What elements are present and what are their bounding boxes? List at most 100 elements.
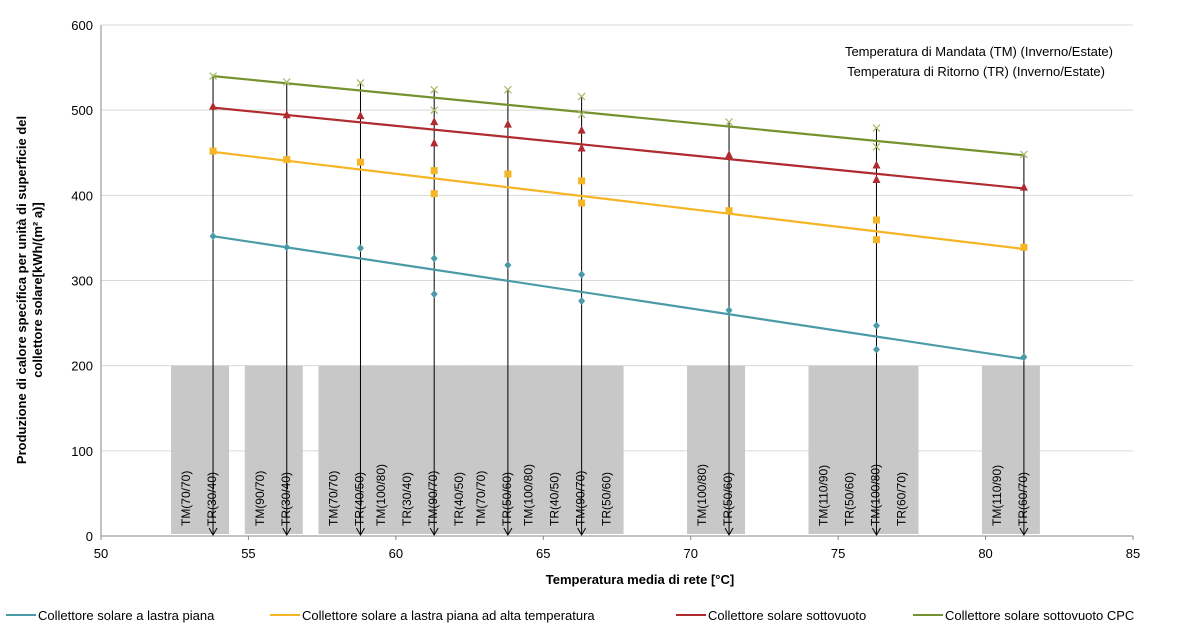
condition-label-text: TR(30/40) (400, 472, 414, 526)
data-point (283, 243, 291, 252)
condition-arrow-head (577, 527, 587, 537)
x-tick-label: 75 (831, 546, 845, 561)
data-point (430, 85, 439, 94)
condition-label-box (366, 365, 477, 534)
data-point (282, 110, 291, 119)
data-point (430, 190, 438, 198)
condition-arrow-head (1019, 527, 1029, 537)
data-point (430, 290, 438, 299)
condition-label-box (808, 365, 919, 534)
condition-label-box (171, 365, 230, 534)
data-point (872, 216, 880, 224)
condition-arrow-head (356, 527, 365, 537)
condition-label-box (981, 365, 1040, 534)
data-point (503, 85, 512, 94)
condition-label-text: TR(50/60) (842, 472, 856, 526)
condition-arrow-head (282, 527, 292, 537)
data-point (725, 207, 733, 215)
data-point (430, 167, 438, 175)
condition-label-box (244, 365, 303, 534)
trend-lines (212, 75, 1025, 360)
x-tick-label: 65 (536, 546, 550, 561)
data-point (872, 236, 880, 244)
data-point (1020, 243, 1028, 251)
y-tick-label: 200 (71, 359, 93, 374)
condition-label-text: TM(90/70) (253, 471, 267, 526)
condition-label-boxes: TM(70/70) TR(30/40) TM(90/70) TR(30/40) TM(7… (171, 365, 1040, 534)
x-tick-label: 70 (683, 546, 697, 561)
annotation-tm: Temperatura di Mandata (TM) (Inverno/Est… (845, 44, 1113, 59)
legend-label: Collettore solare sottovuoto (708, 608, 866, 623)
condition-arrow-head (724, 527, 734, 537)
data-point (356, 78, 365, 87)
y-tick-label: 600 (71, 18, 93, 33)
data-point (430, 106, 439, 115)
data-point (725, 306, 733, 315)
data-point (283, 156, 291, 164)
data-point (578, 199, 586, 207)
data-point (872, 124, 881, 132)
data-point (430, 117, 439, 126)
x-tick-label: 60 (389, 546, 403, 561)
y-axis-title-line: collettore solare[kWh/(m² a)] (30, 202, 45, 378)
condition-arrow-head (208, 527, 218, 537)
data-point (577, 143, 586, 152)
data-point (209, 232, 217, 241)
condition-label-text: TR(40/50) (352, 472, 366, 526)
data-point (1020, 353, 1028, 362)
x-axis-title: Temperatura media di rete [°C] (546, 572, 734, 587)
condition-label-text: TR(50/60) (721, 472, 735, 526)
legend-label: Collettore solare a lastra piana ad alta… (302, 608, 595, 623)
condition-label-text: TM(70/70) (326, 471, 340, 526)
condition-label-text: TM(100/80) (522, 464, 536, 526)
data-points (209, 72, 1028, 362)
trend-line (212, 106, 1025, 190)
tick-labels: 0 100 200 300 400 500 600 50 55 60 65 70 75 80 85 (71, 18, 1140, 561)
y-tick-label: 500 (71, 103, 93, 118)
condition-label-text: TR(50/60) (500, 472, 514, 526)
data-point (1019, 182, 1028, 191)
condition-label-text: TR(50/60) (600, 472, 614, 526)
data-point (430, 254, 438, 263)
y-axis-title-line: Produzione di calore specifica per unità… (14, 116, 29, 464)
condition-label-text: TR(40/50) (548, 472, 562, 526)
x-tick-label: 50 (94, 546, 108, 561)
data-point (430, 138, 439, 147)
axes (100, 25, 1133, 537)
data-point (872, 160, 881, 169)
y-axis-title: Produzione di calore specifica per unità… (14, 116, 45, 464)
data-point (872, 321, 880, 330)
condition-label-text: TM(110/90) (990, 465, 1004, 526)
y-tick-label: 300 (71, 274, 93, 289)
condition-label-text: TR(60/70) (894, 472, 908, 526)
condition-label-text: TR(30/40) (279, 472, 293, 526)
condition-label-text: TM(90/70) (426, 471, 440, 526)
data-point (725, 150, 734, 159)
data-point (282, 78, 291, 86)
data-point (577, 110, 586, 119)
condition-label-text: TM(70/70) (179, 471, 193, 526)
trend-line (212, 75, 1025, 157)
data-point (577, 125, 586, 134)
legend: Collettore solare a lastra piana Colletto… (6, 608, 1134, 623)
data-point (209, 101, 218, 110)
condition-label-text: TM(100/80) (374, 464, 388, 526)
data-point (578, 177, 586, 185)
data-point (872, 345, 880, 354)
data-point (356, 244, 364, 253)
condition-label-text: TM(70/70) (474, 471, 488, 526)
data-point (577, 92, 586, 101)
y-tick-label: 100 (71, 444, 93, 459)
x-tick-label: 85 (1126, 546, 1140, 561)
legend-label: Collettore solare a lastra piana (38, 608, 215, 623)
data-point (578, 270, 586, 279)
y-tick-label: 0 (86, 529, 93, 544)
trend-line (212, 150, 1025, 251)
data-point (504, 261, 512, 270)
data-point (209, 72, 217, 81)
data-point (578, 296, 586, 305)
condition-label-box (687, 365, 746, 534)
legend-label: Collettore solare sottovuoto CPC (945, 608, 1134, 623)
condition-label-text: TM(90/70) (574, 471, 588, 526)
